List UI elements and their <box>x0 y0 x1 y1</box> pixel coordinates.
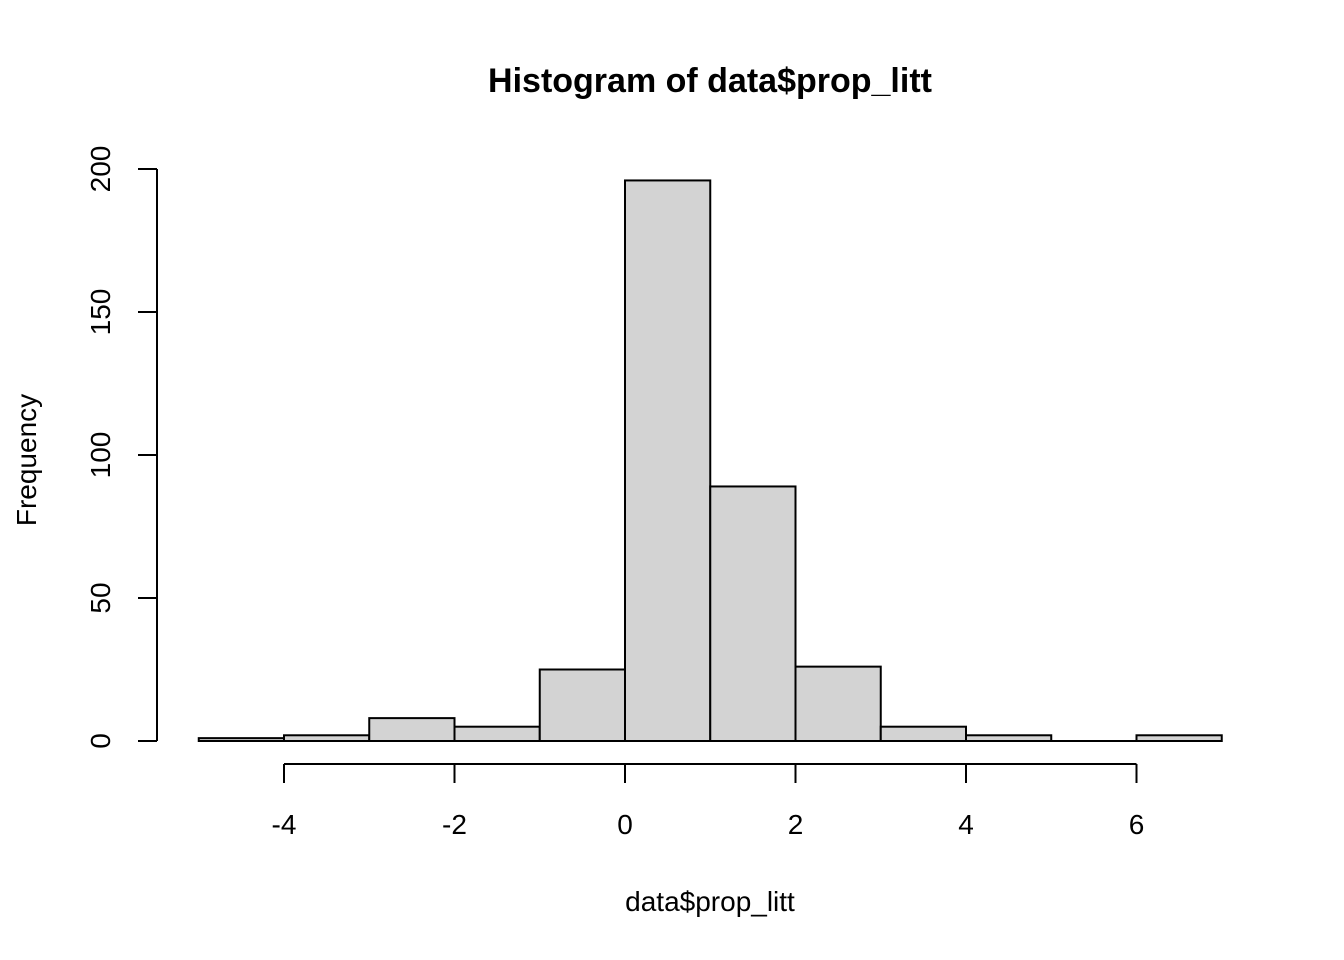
x-tick-label-0: -4 <box>272 809 297 840</box>
bars-group <box>197 179 1223 743</box>
x-axis-label: data$prop_litt <box>625 886 795 917</box>
histogram-bar-7 <box>794 665 882 743</box>
x-tick-label-3: 2 <box>788 809 804 840</box>
histogram-bar-6 <box>709 485 797 742</box>
y-tick-label-1: 50 <box>85 582 116 613</box>
y-tick-label-3: 150 <box>85 289 116 336</box>
x-axis: -4 -2 0 2 4 6 <box>272 763 1145 840</box>
y-tick-label-0: 0 <box>85 733 116 749</box>
histogram-bar-2 <box>368 717 456 742</box>
x-tick-label-5: 6 <box>1129 809 1145 840</box>
histogram-bar-1 <box>283 734 371 743</box>
histogram-bar-8 <box>879 725 967 743</box>
histogram-bar-9 <box>965 734 1053 743</box>
histogram-bar-11 <box>1135 734 1223 743</box>
chart-title: Histogram of data$prop_litt <box>488 62 932 100</box>
y-tick-label-2: 100 <box>85 432 116 479</box>
histogram-bar-5 <box>624 179 712 742</box>
x-tick-label-4: 4 <box>958 809 974 840</box>
y-axis: 0 50 100 150 200 <box>85 146 158 749</box>
x-tick-label-1: -2 <box>442 809 467 840</box>
y-tick-label-4: 200 <box>85 146 116 193</box>
histogram-bar-3 <box>453 725 541 743</box>
histogram-bar-4 <box>538 668 626 742</box>
histogram-bar-0 <box>197 737 285 743</box>
y-axis-label: Frequency <box>11 394 42 526</box>
x-tick-label-2: 0 <box>617 809 633 840</box>
